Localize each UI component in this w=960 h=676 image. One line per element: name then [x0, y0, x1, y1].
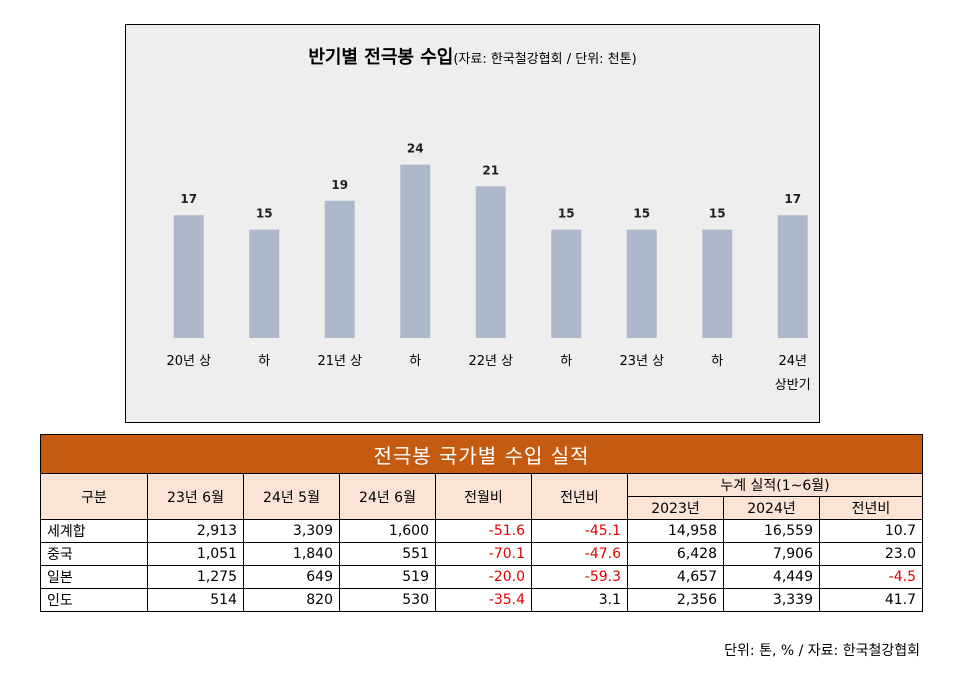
header-col: 전년비 — [531, 473, 628, 520]
table-cell: 1,600 — [339, 519, 436, 543]
table-cell: 1,840 — [243, 542, 340, 566]
table-cell: -70.1 — [435, 542, 532, 566]
table-cell: 14,958 — [627, 519, 724, 543]
table-cell: -59.3 — [531, 565, 628, 589]
data-label: 15 — [633, 207, 650, 221]
header-cumulative: 누계 실적(1~6월) — [627, 473, 923, 497]
table-cell: 4,449 — [723, 565, 820, 589]
table-cell: 4,657 — [627, 565, 724, 589]
table-cell: 16,559 — [723, 519, 820, 543]
table-cell: 3,339 — [723, 588, 820, 612]
import-table: 전극봉 국가별 수입 실적 구분 23년 6월 24년 5월 24년 6월 전월… — [40, 434, 923, 612]
header-cumulative-col: 2023년 — [627, 496, 724, 520]
header-col: 23년 6월 — [147, 473, 244, 520]
data-label: 21 — [482, 163, 499, 177]
row-name: 세계합 — [40, 519, 148, 543]
table-cell: 3.1 — [531, 588, 628, 612]
x-tick-label: 22년 상 — [468, 354, 513, 369]
x-tick-label: 하 — [409, 354, 421, 369]
row-name: 중국 — [40, 542, 148, 566]
data-label: 24 — [407, 142, 424, 156]
table-row: 중국 1,051 1,840 551 -70.1 -47.6 6,428 7,906 23.0 — [40, 542, 923, 566]
x-tick-label: 상반기 — [775, 378, 811, 393]
header-col: 24년 5월 — [243, 473, 340, 520]
table-cell: -45.1 — [531, 519, 628, 543]
table-title: 전극봉 국가별 수입 실적 — [40, 434, 923, 474]
table-cell: 23.0 — [819, 542, 923, 566]
table-cell: 10.7 — [819, 519, 923, 543]
table-cell: 6,428 — [627, 542, 724, 566]
table-cell: 2,913 — [147, 519, 244, 543]
data-label: 17 — [784, 192, 801, 206]
row-name: 인도 — [40, 588, 148, 612]
x-tick-label: 23년 상 — [619, 354, 664, 369]
table-cell: -47.6 — [531, 542, 628, 566]
bar — [173, 215, 204, 338]
x-tick-label: 하 — [711, 354, 723, 369]
table-row: 일본 1,275 649 519 -20.0 -59.3 4,657 4,449 -4.5 — [40, 565, 923, 589]
bar — [626, 229, 657, 338]
table-cell: 820 — [243, 588, 340, 612]
table-cell: -35.4 — [435, 588, 532, 612]
table-cell: 514 — [147, 588, 244, 612]
bar — [551, 229, 582, 338]
chart-title: 반기별 전극봉 수입(자료: 한국철강협회 / 단위: 천톤) — [126, 43, 819, 69]
x-tick-label: 하 — [560, 354, 572, 369]
bar-chart: 17 20년 상 15 하 19 21년 상 24 하 21 22년 상 15 하 15 23년 상 15 하… — [166, 142, 811, 393]
table-cell: 1,051 — [147, 542, 244, 566]
table-row: 세계합 2,913 3,309 1,600 -51.6 -45.1 14,958 16,559… — [40, 519, 923, 543]
data-label: 15 — [256, 207, 273, 221]
x-tick-label: 21년 상 — [317, 354, 362, 369]
data-label: 19 — [331, 178, 348, 192]
x-tick-label: 20년 상 — [166, 354, 211, 369]
table-cell: 649 — [243, 565, 340, 589]
table-cell: 551 — [339, 542, 436, 566]
bar — [702, 229, 733, 338]
chart-subtitle: (자료: 한국철강협회 / 단위: 천톤) — [453, 52, 637, 67]
x-tick-label: 24년 — [778, 354, 807, 369]
bar — [249, 229, 280, 338]
table-row: 인도 514 820 530 -35.4 3.1 2,356 3,339 41.7 — [40, 588, 923, 612]
header-cumulative-col: 전년비 — [819, 496, 923, 520]
table-cell: 41.7 — [819, 588, 923, 612]
header-col: 전월비 — [435, 473, 532, 520]
bar — [777, 215, 808, 338]
table-cell: 2,356 — [627, 588, 724, 612]
bar — [400, 164, 431, 338]
table-cell: 530 — [339, 588, 436, 612]
table-cell: 519 — [339, 565, 436, 589]
bar — [324, 200, 355, 338]
row-name: 일본 — [40, 565, 148, 589]
table-cell: 3,309 — [243, 519, 340, 543]
bar — [475, 186, 506, 338]
header-cumulative-col: 2024년 — [723, 496, 820, 520]
x-tick-label: 하 — [258, 354, 270, 369]
table-cell: 7,906 — [723, 542, 820, 566]
chart-title-main: 반기별 전극봉 수입 — [308, 47, 454, 68]
data-label: 15 — [558, 207, 575, 221]
source-note: 단위: 톤, % / 자료: 한국철강협회 — [724, 643, 920, 659]
table-body: 세계합 2,913 3,309 1,600 -51.6 -45.1 14,958 16,559… — [40, 519, 923, 612]
data-label: 15 — [709, 207, 726, 221]
table-cell: -51.6 — [435, 519, 532, 543]
table-cell: 1,275 — [147, 565, 244, 589]
table-cell: -20.0 — [435, 565, 532, 589]
data-label: 17 — [180, 192, 197, 206]
table-cell: -4.5 — [819, 565, 923, 589]
header-category: 구분 — [40, 473, 148, 520]
header-col: 24년 6월 — [339, 473, 436, 520]
